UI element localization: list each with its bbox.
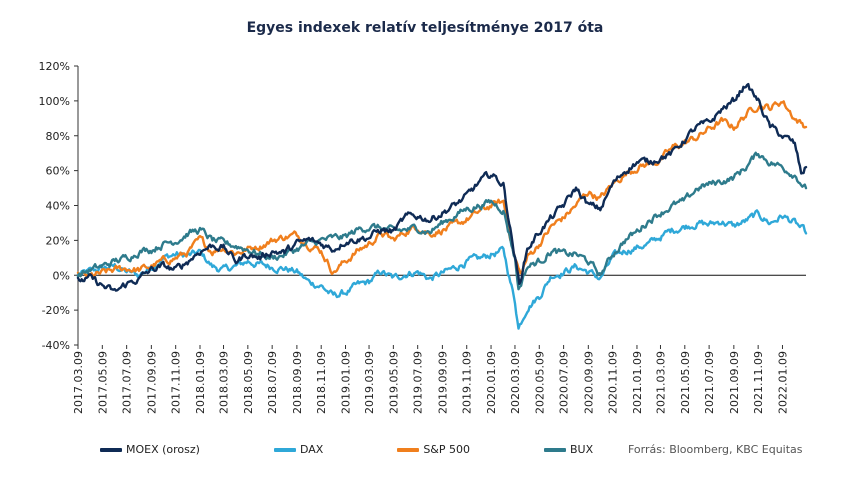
- x-tick-label: 2017.05.09: [96, 351, 109, 414]
- legend-swatch-sp500: [397, 447, 420, 452]
- y-tick-label: 100%: [39, 95, 70, 108]
- legend-swatch-dax: [273, 447, 296, 452]
- x-tick-label: 2019.07.09: [412, 351, 425, 414]
- x-tick-label: 2017.07.09: [121, 351, 134, 414]
- y-tick-label: -20%: [42, 304, 70, 317]
- legend-label-dax: DAX: [299, 443, 324, 456]
- y-tick-label: 80%: [46, 130, 70, 143]
- series-line-moex-orosz: [76, 82, 808, 292]
- x-tick-label: 2020.03.09: [509, 351, 522, 414]
- y-tick-label: -40%: [42, 339, 70, 352]
- y-tick-label: 120%: [39, 60, 70, 73]
- legend-label-moex: MOEX (orosz): [126, 443, 200, 456]
- x-tick-label: 2021.11.09: [752, 351, 765, 414]
- source-note: Forrás: Bloomberg, KBC Equitas: [628, 443, 803, 456]
- legend-item-bux: BUX: [544, 443, 593, 456]
- x-tick-label: 2021.09.09: [728, 351, 741, 414]
- x-tick-label: 2021.05.09: [679, 351, 692, 414]
- chart-title: Egyes indexek relatív teljesítménye 2017…: [246, 20, 604, 36]
- series-line-bux: [76, 151, 808, 291]
- legend-label-sp500: S&P 500: [423, 443, 470, 456]
- legend: MOEX (orosz) DAX S&P 500 BUX: [100, 443, 667, 456]
- x-tick-label: 2017.03.09: [72, 351, 85, 414]
- x-tick-label: 2018.09.09: [291, 351, 304, 414]
- x-tick-label: 2019.05.09: [387, 351, 400, 414]
- series-layer: [76, 82, 808, 330]
- x-tick-label: 2022.01.09: [776, 351, 789, 414]
- y-tick-label: 20%: [46, 234, 70, 247]
- axes: -40% -20% 0% 20% 40% 60% 80% 100% 120% 2017.03.09…: [39, 60, 806, 414]
- x-tick-label: 2020.11.09: [607, 351, 620, 414]
- x-tick-label: 2019.11.09: [461, 351, 474, 414]
- x-tick-label: 2020.07.09: [558, 351, 571, 414]
- x-tick-label: 2019.09.09: [436, 351, 449, 414]
- x-tick-label: 2021.07.09: [703, 351, 716, 414]
- legend-item-moex: MOEX (orosz): [100, 443, 200, 456]
- legend-label-bux: BUX: [570, 443, 594, 456]
- x-tick-label: 2019.03.09: [363, 351, 376, 414]
- x-tick-label: 2017.09.09: [145, 351, 158, 414]
- x-tick-label: 2021.03.09: [654, 351, 667, 414]
- x-tick-label: 2018.01.09: [194, 351, 207, 414]
- legend-swatch-moex: [100, 447, 122, 452]
- x-tick-label: 2019.01.09: [340, 351, 353, 414]
- y-tick-label: 40%: [46, 200, 70, 213]
- x-tick-label: 2018.03.09: [218, 351, 231, 414]
- series-line-dax: [76, 209, 808, 330]
- x-tick-label: 2018.05.09: [242, 351, 255, 414]
- x-tick-label: 2018.11.09: [315, 351, 328, 414]
- x-tick-label: 2017.11.09: [170, 351, 183, 414]
- x-tick-label: 2018.07.09: [266, 351, 279, 414]
- x-tick-label: 2020.05.09: [533, 351, 546, 414]
- y-tick-label: 60%: [46, 165, 70, 178]
- y-tick-label: 0%: [53, 269, 70, 282]
- x-tick-label: 2020.01.09: [485, 351, 498, 414]
- x-tick-label: 2020.09.09: [582, 351, 595, 414]
- x-tick-label: 2021.01.09: [631, 351, 644, 414]
- legend-swatch-bux: [544, 447, 566, 452]
- legend-item-sp500: S&P 500: [397, 443, 470, 456]
- legend-item-dax: DAX: [273, 443, 324, 456]
